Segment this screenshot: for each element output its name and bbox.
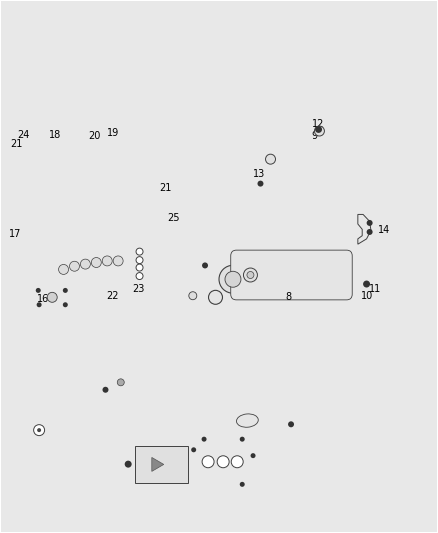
Polygon shape [101,246,113,276]
Text: 25: 25 [167,213,180,223]
Bar [26,418,76,446]
Circle shape [231,456,243,468]
Circle shape [130,459,140,469]
Circle shape [63,302,68,307]
Circle shape [219,265,247,293]
Text: 27: 27 [109,466,121,476]
Ellipse shape [120,393,209,448]
Bar [198,434,248,490]
Polygon shape [112,246,124,276]
Ellipse shape [231,410,264,431]
Circle shape [70,261,79,271]
Circle shape [59,264,69,274]
Text: 16: 16 [37,294,49,304]
Circle shape [81,259,90,269]
Circle shape [315,126,322,133]
Polygon shape [57,255,70,284]
Circle shape [202,262,208,269]
Circle shape [42,287,62,308]
Polygon shape [39,256,125,281]
Circle shape [11,280,21,290]
Text: 15: 15 [54,421,68,431]
Text: 18: 18 [49,130,61,140]
Text: 17: 17 [8,229,21,239]
Bar [135,446,187,483]
Circle shape [114,375,128,389]
Text: 9: 9 [311,131,317,141]
Text: 22: 22 [106,291,118,301]
Circle shape [363,280,370,287]
Circle shape [63,288,68,293]
Circle shape [251,453,255,458]
Circle shape [36,288,41,293]
Text: 20: 20 [88,131,101,141]
Polygon shape [36,282,67,310]
Circle shape [288,421,294,427]
Polygon shape [214,257,253,303]
FancyBboxPatch shape [231,250,352,300]
Bar [274,418,289,432]
Circle shape [136,256,143,264]
Circle shape [34,425,45,435]
Polygon shape [90,248,102,277]
Text: 23: 23 [132,284,145,294]
Circle shape [125,461,132,467]
Polygon shape [68,252,81,281]
Circle shape [258,181,264,187]
Circle shape [247,271,254,278]
Circle shape [217,456,229,468]
Text: 19: 19 [107,127,120,138]
Circle shape [47,292,57,302]
Circle shape [113,256,123,266]
Text: 3: 3 [206,435,212,445]
Circle shape [189,292,197,300]
Text: 13: 13 [253,168,265,179]
Circle shape [367,229,373,235]
Polygon shape [214,154,358,300]
Text: 1: 1 [235,506,242,516]
Text: 21: 21 [10,139,22,149]
Circle shape [265,154,276,164]
FancyBboxPatch shape [226,245,357,305]
Polygon shape [79,249,92,279]
Text: 11: 11 [369,284,381,294]
Circle shape [102,387,109,393]
Text: 21: 21 [159,183,172,193]
Circle shape [136,272,143,279]
Circle shape [92,257,101,268]
Polygon shape [152,457,164,471]
Circle shape [240,482,245,487]
Bar [130,437,193,492]
Circle shape [102,256,112,266]
Bar [189,454,198,470]
Circle shape [225,271,241,287]
Circle shape [244,268,258,282]
Text: 12: 12 [312,119,325,129]
Circle shape [367,220,373,226]
Polygon shape [358,214,371,244]
Text: 10: 10 [361,291,374,301]
Circle shape [314,126,325,136]
Text: 2: 2 [127,449,133,458]
Circle shape [117,379,124,386]
Circle shape [208,290,223,304]
Circle shape [136,248,143,255]
Circle shape [201,437,207,442]
Circle shape [37,302,42,307]
Text: 4: 4 [312,442,318,452]
Polygon shape [7,155,179,298]
Ellipse shape [237,414,258,427]
Text: 5: 5 [258,407,264,417]
Circle shape [202,456,214,468]
Text: 7: 7 [94,377,100,387]
